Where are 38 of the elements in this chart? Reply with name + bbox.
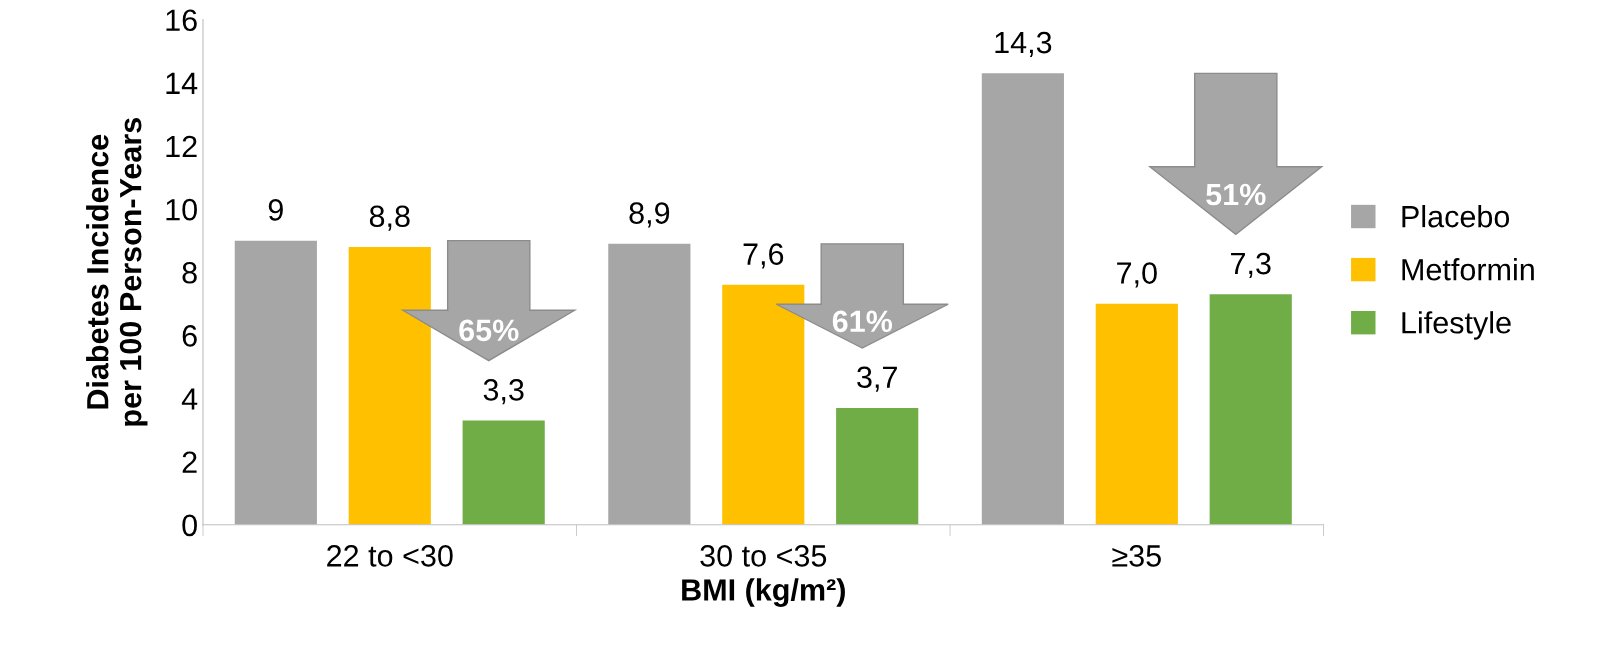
x-tick-label: 22 to <30 [327,545,453,567]
y-tick-label: 12 [166,135,197,158]
bar [1209,294,1292,525]
y-tick-label: 8 [182,261,197,284]
y-tick-label: 16 [166,9,197,32]
bar [836,407,919,525]
data-label: 9 [268,199,283,221]
bar [234,240,317,525]
bar [348,246,431,525]
data-label: 7,6 [743,243,784,269]
x-tick-label: 30 to <35 [700,545,827,567]
bar [1095,303,1178,525]
x-axis-title: BMI (kg/m²) [682,578,845,607]
data-label: 8,8 [369,205,410,231]
bar [462,420,545,525]
y-tick-label: 6 [182,325,197,347]
x-tick-label: ≥35 [1112,545,1161,567]
data-label: 8,9 [629,202,670,228]
bar [608,243,691,525]
legend-label: Placebo [1402,204,1510,228]
y-tick-label: 0 [182,514,197,537]
bar [722,284,805,525]
annotation: 51% [1206,183,1266,206]
data-label: 14,3 [995,31,1052,58]
data-label: 3,7 [857,366,897,392]
annotation: 61% [832,310,893,333]
annotation: 65% [459,319,519,342]
legend-label: Metformin [1402,258,1534,281]
bar [981,73,1064,525]
data-label: 7,0 [1117,262,1157,288]
y-axis-title: Diabetes Incidence per 100 Person-Years [86,118,148,426]
y-tick-label: 2 [182,451,197,473]
data-label: 7,3 [1231,252,1271,279]
y-tick-label: 14 [166,72,198,94]
legend-label: Lifestyle [1402,311,1511,340]
data-label: 3,3 [483,379,524,405]
y-tick-label: 4 [181,388,198,410]
y-tick-label: 10 [166,198,197,221]
